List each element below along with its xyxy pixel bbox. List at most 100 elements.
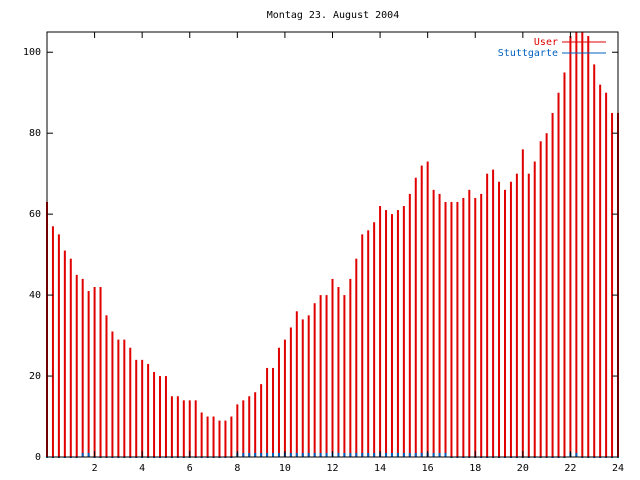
impulse <box>515 173 518 457</box>
impulse <box>289 452 292 457</box>
x-tick-label: 22 <box>564 463 576 474</box>
impulse <box>396 210 399 457</box>
impulse <box>117 339 120 457</box>
impulse <box>569 36 572 458</box>
impulse <box>563 72 566 457</box>
impulse <box>242 400 245 457</box>
impulse <box>153 372 156 457</box>
impulse <box>218 420 221 457</box>
impulse <box>337 452 340 457</box>
impulse <box>462 197 465 457</box>
impulse <box>486 173 489 457</box>
impulse <box>343 452 346 457</box>
x-tick-label: 12 <box>326 463 338 474</box>
impulse <box>367 452 370 457</box>
impulse <box>414 177 417 457</box>
impulse <box>390 214 393 457</box>
impulse <box>307 315 310 457</box>
impulse <box>266 367 269 457</box>
impulse <box>188 400 191 457</box>
x-tick-label: 16 <box>422 463 434 474</box>
impulse <box>87 291 90 457</box>
impulse <box>325 452 328 457</box>
impulse <box>521 149 524 457</box>
impulse <box>319 452 322 457</box>
y-tick-label: 20 <box>29 371 41 382</box>
y-tick-label: 40 <box>29 290 41 301</box>
impulse <box>599 84 602 457</box>
impulse <box>277 452 280 457</box>
impulse <box>426 161 429 457</box>
impulse <box>182 400 185 457</box>
impulse <box>295 452 298 457</box>
x-tick-label: 14 <box>374 463 386 474</box>
y-tick-label: 60 <box>29 209 41 220</box>
impulse <box>408 193 411 457</box>
impulse <box>147 363 150 457</box>
impulse <box>87 452 90 457</box>
impulse <box>545 133 548 457</box>
impulse <box>272 367 275 457</box>
impulse <box>164 376 167 457</box>
impulse <box>593 64 596 457</box>
impulse <box>361 234 364 457</box>
impulse <box>170 396 173 457</box>
impulse <box>402 452 405 457</box>
impulse <box>248 396 251 457</box>
impulse <box>581 32 584 457</box>
impulse <box>605 92 608 457</box>
x-tick-label: 18 <box>469 463 481 474</box>
impulse <box>533 161 536 457</box>
impulse <box>266 452 269 457</box>
x-tick-label: 4 <box>139 463 145 474</box>
impulse <box>390 452 393 457</box>
impulse <box>313 452 316 457</box>
impulse <box>349 452 352 457</box>
impulse <box>81 278 84 457</box>
impulse <box>325 295 328 457</box>
impulse <box>337 287 340 457</box>
impulse <box>129 347 132 457</box>
impulse <box>373 452 376 457</box>
impulse <box>176 396 179 457</box>
impulse <box>444 202 447 457</box>
chart-title: Montag 23. August 2004 <box>267 10 399 21</box>
impulse <box>319 295 322 457</box>
legend-label: User <box>534 37 558 48</box>
legend-label: Stuttgarte <box>498 48 558 59</box>
impulse <box>63 250 66 457</box>
impulse <box>498 181 501 457</box>
x-tick-label: 6 <box>187 463 193 474</box>
impulse <box>206 416 209 457</box>
impulse <box>289 327 292 457</box>
impulse <box>212 416 215 457</box>
impulse <box>159 376 162 457</box>
impulse <box>135 359 138 457</box>
impulse <box>414 452 417 457</box>
impulse <box>111 331 114 457</box>
impulse <box>385 210 388 457</box>
impulse <box>611 112 614 457</box>
impulse <box>99 287 102 457</box>
impulse <box>355 258 358 457</box>
impulse <box>51 226 54 457</box>
impulse <box>248 452 251 457</box>
impulse <box>539 141 542 458</box>
impulse <box>277 347 280 457</box>
impulse <box>361 452 364 457</box>
impulse <box>254 392 257 457</box>
impulse <box>367 230 370 457</box>
impulse <box>224 420 227 457</box>
impulse <box>551 112 554 457</box>
impulse <box>355 452 358 457</box>
impulse <box>456 202 459 457</box>
y-tick-label: 80 <box>29 128 41 139</box>
impulse <box>503 189 506 457</box>
impulse <box>396 452 399 457</box>
impulse <box>343 295 346 457</box>
impulse <box>349 278 352 457</box>
y-tick-label: 0 <box>35 452 41 463</box>
impulse <box>432 189 435 457</box>
impulse <box>575 452 578 457</box>
